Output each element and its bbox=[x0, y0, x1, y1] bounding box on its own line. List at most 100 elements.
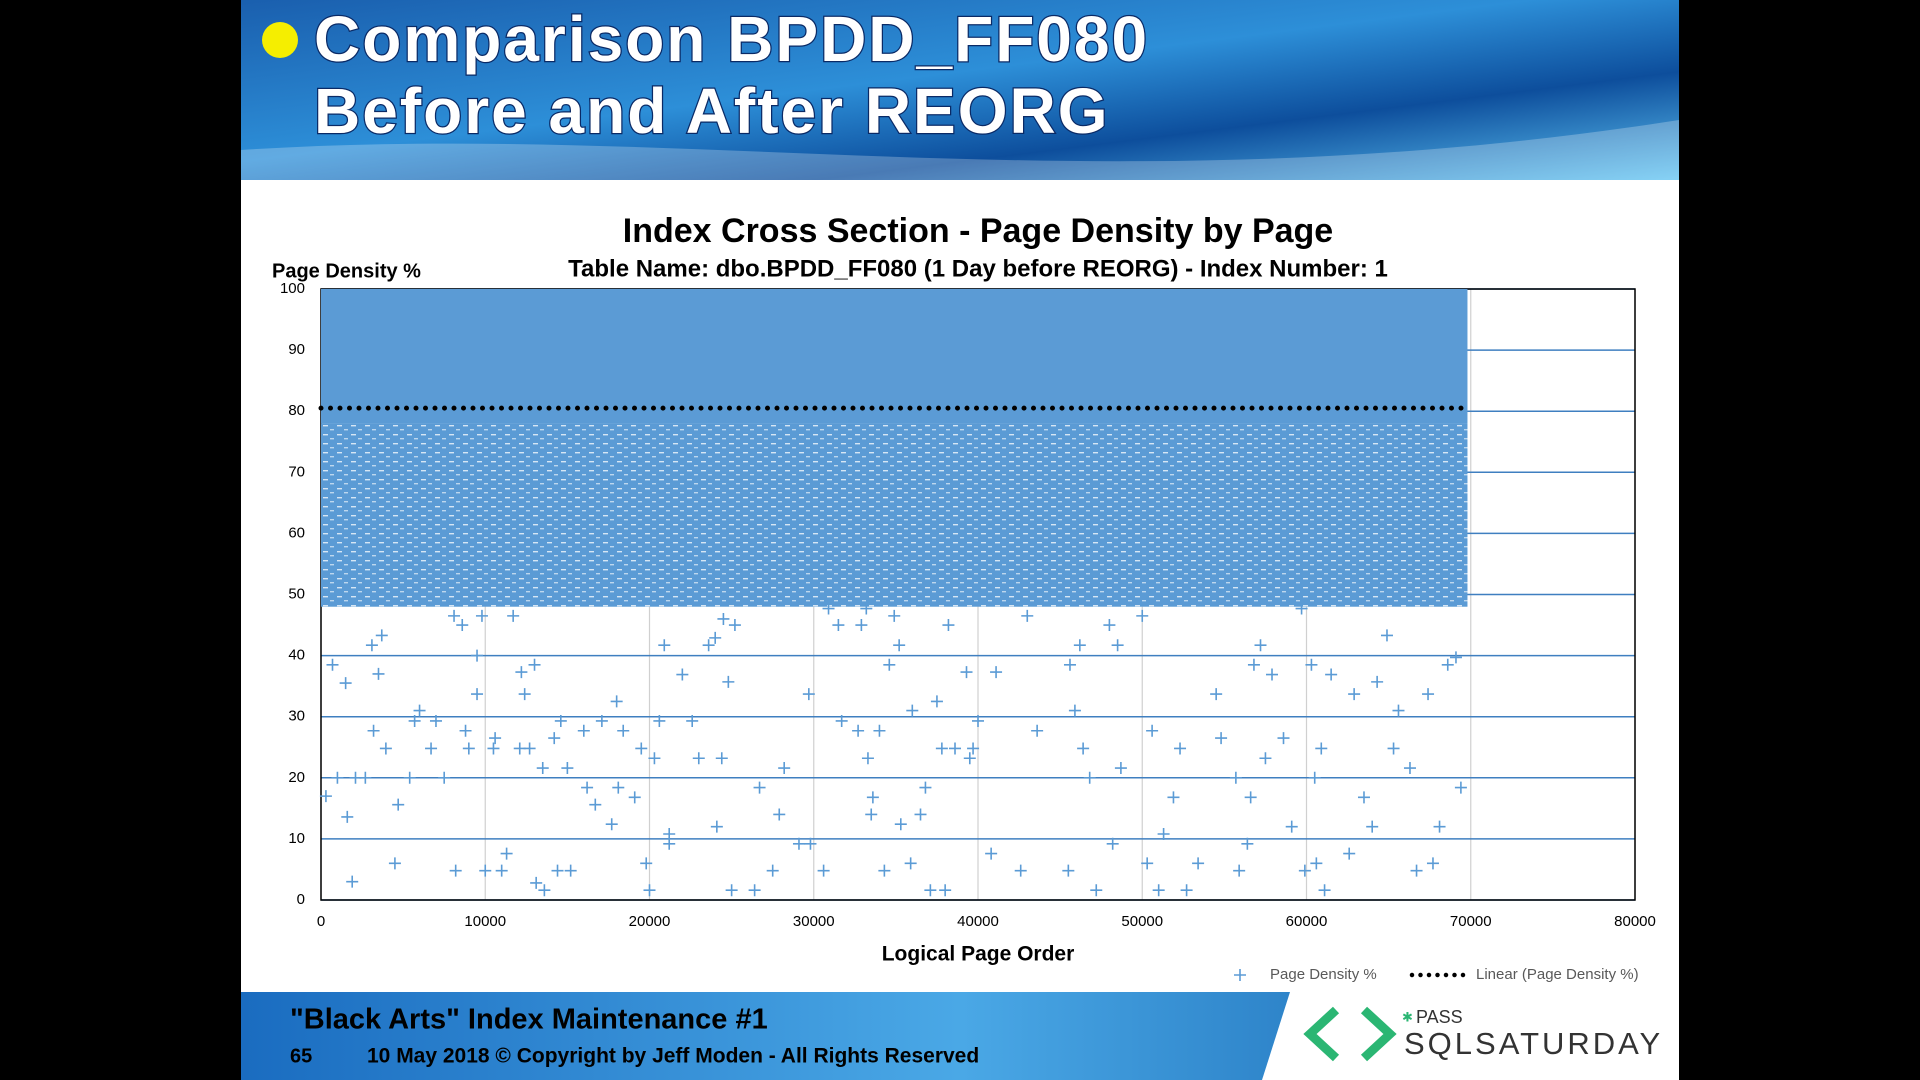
point bbox=[1371, 675, 1384, 688]
logo-mark: ✱ bbox=[1402, 1009, 1413, 1024]
point bbox=[753, 781, 766, 794]
point bbox=[860, 602, 873, 615]
point bbox=[1366, 820, 1379, 833]
point bbox=[778, 762, 791, 775]
x-tick-label: 0 bbox=[317, 913, 325, 930]
logo-small: PASS bbox=[1416, 1007, 1463, 1027]
point bbox=[686, 714, 699, 727]
point bbox=[1063, 658, 1076, 671]
plot: 0 10000 20000 30000 40000 50000 60000 70000 8000… bbox=[280, 280, 1656, 983]
point bbox=[372, 667, 385, 680]
point bbox=[949, 742, 962, 755]
point bbox=[963, 752, 976, 765]
point bbox=[1348, 688, 1361, 701]
point bbox=[341, 810, 354, 823]
point bbox=[1167, 791, 1180, 804]
point bbox=[425, 742, 438, 755]
y-tick-label: 80 bbox=[288, 402, 305, 419]
point bbox=[861, 752, 874, 765]
point bbox=[413, 704, 426, 717]
point bbox=[865, 808, 878, 821]
point bbox=[1106, 837, 1119, 850]
point bbox=[551, 864, 564, 877]
point bbox=[1157, 828, 1170, 841]
y-tick-label: 0 bbox=[297, 891, 305, 908]
point bbox=[802, 688, 815, 701]
slide-title: Before and After REORG bbox=[314, 75, 1110, 147]
point bbox=[894, 818, 907, 831]
y-tick-label: 70 bbox=[288, 463, 305, 480]
x-tick-label: 50000 bbox=[1121, 913, 1163, 930]
point bbox=[1083, 771, 1096, 784]
point bbox=[709, 631, 722, 644]
y-tick-label: 100 bbox=[280, 280, 305, 297]
y-axis-title: Page Density % bbox=[272, 260, 421, 282]
point bbox=[835, 714, 848, 727]
header-swoosh bbox=[241, 120, 1679, 180]
point bbox=[346, 875, 359, 888]
point bbox=[1111, 639, 1124, 652]
point bbox=[893, 639, 906, 652]
point bbox=[967, 742, 980, 755]
point bbox=[495, 864, 508, 877]
point bbox=[1090, 884, 1103, 897]
point bbox=[1254, 639, 1267, 652]
chart-subtitle: Table Name: dbo.BPDD_FF080 (1 Day before… bbox=[568, 255, 1388, 282]
point bbox=[817, 864, 830, 877]
point bbox=[1174, 742, 1187, 755]
point bbox=[1433, 820, 1446, 833]
y-tick-label: 40 bbox=[288, 647, 305, 664]
legend-label: Linear (Page Density %) bbox=[1476, 966, 1639, 983]
point bbox=[1325, 668, 1338, 681]
point bbox=[365, 639, 378, 652]
point bbox=[1392, 704, 1405, 717]
point bbox=[640, 857, 653, 870]
point bbox=[1266, 668, 1279, 681]
point bbox=[1305, 658, 1318, 671]
point bbox=[653, 714, 666, 727]
point bbox=[658, 639, 671, 652]
point bbox=[1229, 771, 1242, 784]
point bbox=[985, 847, 998, 860]
point bbox=[748, 884, 761, 897]
slide-title: Comparison BPDD_FF080 bbox=[314, 3, 1149, 75]
point bbox=[561, 762, 574, 775]
point bbox=[919, 781, 932, 794]
point bbox=[878, 864, 891, 877]
point bbox=[471, 688, 484, 701]
x-tick-label: 10000 bbox=[464, 913, 506, 930]
point bbox=[408, 714, 421, 727]
point bbox=[888, 609, 901, 622]
point bbox=[548, 732, 561, 745]
point bbox=[852, 724, 865, 737]
point bbox=[1152, 884, 1165, 897]
point bbox=[1014, 864, 1027, 877]
point bbox=[1114, 762, 1127, 775]
point bbox=[459, 724, 472, 737]
x-tick-label: 60000 bbox=[1286, 913, 1328, 930]
legend-label: Page Density % bbox=[1270, 966, 1377, 983]
point bbox=[479, 864, 492, 877]
point bbox=[392, 798, 405, 811]
point bbox=[367, 724, 380, 737]
point bbox=[939, 884, 952, 897]
page-number: 65 bbox=[290, 1045, 312, 1067]
point bbox=[648, 752, 661, 765]
point bbox=[710, 820, 723, 833]
point bbox=[904, 857, 917, 870]
point bbox=[605, 818, 618, 831]
point bbox=[471, 649, 484, 662]
x-tick-label: 40000 bbox=[957, 913, 999, 930]
point bbox=[722, 675, 735, 688]
point bbox=[1380, 629, 1393, 642]
point bbox=[475, 609, 488, 622]
copyright: 10 May 2018 © Copyright by Jeff Moden - … bbox=[367, 1045, 979, 1068]
point bbox=[855, 619, 868, 632]
point bbox=[577, 724, 590, 737]
point bbox=[866, 791, 879, 804]
point bbox=[449, 864, 462, 877]
point bbox=[1068, 704, 1081, 717]
point bbox=[935, 742, 948, 755]
point bbox=[589, 798, 602, 811]
point bbox=[692, 752, 705, 765]
